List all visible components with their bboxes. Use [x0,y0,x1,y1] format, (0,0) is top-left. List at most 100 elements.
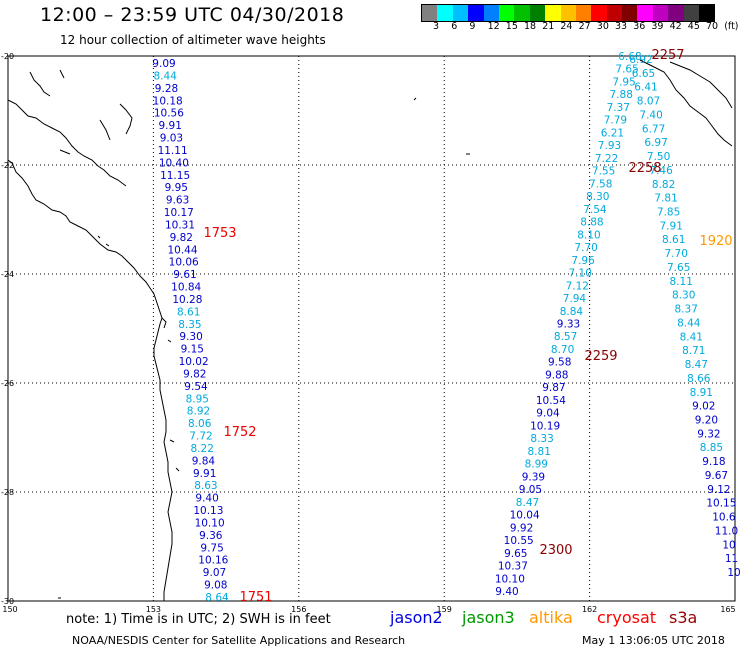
credit-line: NOAA/NESDIS Center for Satellite Applica… [72,634,406,647]
cape-york-coast [7,99,127,187]
color-scale-tick: 39 [651,21,664,32]
australia-coastline [7,159,173,601]
track-c-value: 9.02 [692,401,715,413]
track-b-value: 7.37 [607,102,630,114]
pass-time-label: 1920 [699,234,732,249]
legend-item-altika: altika [529,608,573,627]
track-c-value: 7.70 [665,248,688,260]
track-a-value: 10.31 [165,219,195,231]
track-c-value: 10 [722,539,735,551]
color-swatch [683,5,700,21]
track-b-value: 10.10 [495,573,525,585]
legend-item-cryosat: cryosat [597,608,657,627]
track-b-value: 9.92 [510,522,533,534]
track-a-value: 8.92 [187,406,210,418]
track-a-value: 10.13 [193,505,223,517]
track-b-value: 8.10 [577,229,600,241]
track-a-value: 9.82 [170,232,193,244]
color-scale-tick: (ft) [724,21,739,32]
track-c-value: 8.82 [652,179,675,191]
color-scale-tick: 70 [706,21,719,32]
generated-datestamp: May 1 13:06:05 UTC 2018 [582,634,725,647]
pass-time-label: 2257 [651,48,684,63]
track-b-value: 9.05 [519,484,542,496]
track-c-value: 7.91 [660,220,683,232]
track-a-value: 11.11 [158,145,188,157]
coastline-detail [29,69,133,155]
color-scale-tick: 6 [451,21,458,32]
track-a-value: 9.84 [192,455,216,467]
track-b-value: 9.40 [495,586,518,598]
page-title: 12:00 – 23:59 UTC 04/30/2018 [40,4,345,26]
track-b-value: 7.95 [612,77,635,89]
color-swatch [437,5,453,21]
track-a-value: 9.91 [159,120,182,132]
track-b-value: 7.65 [615,64,638,76]
track-b-value: 7.96 [571,255,595,267]
track-b-value: 6.21 [601,127,624,139]
lon-tick-label: 150 [2,605,17,614]
track-a-value: 8.22 [191,443,214,455]
vanuatu-coastline [639,59,733,147]
lat-tick-label: -26 [1,379,14,388]
color-swatch [514,5,530,21]
track-b-value: 8.47 [516,497,539,509]
color-swatch [452,5,469,21]
track-b-value: 7.88 [610,89,633,101]
track-a-value: 10.18 [153,95,183,107]
track-a-value: 10.10 [195,518,225,530]
track-b-value: 8.84 [560,306,584,318]
legend-item-jason2: jason2 [390,608,443,627]
track-b-value: 6.68 [618,51,641,63]
track-c-value: 9.20 [695,415,718,427]
track-a-value: 8.06 [188,418,212,430]
track-a-value: 9.36 [199,530,223,542]
reef-islands [58,97,470,599]
track-a-value: 9.61 [173,269,196,281]
track-b-value: 10.37 [498,561,528,573]
track-a-value: 8.95 [186,393,209,405]
track-b-value: 7.79 [604,115,627,127]
color-swatch [652,5,669,21]
track-b-value: 8.81 [528,446,551,458]
track-c-value: 9.12 [707,484,730,496]
color-scale-tick: 24 [560,21,573,32]
color-swatch [622,5,638,21]
track-b-value: 10.19 [530,420,560,432]
track-c-value: 6.65 [632,68,655,80]
lon-tick-label: 153 [146,605,161,614]
pass-time-labels: 1753 1752 1751 2257 2258 2259 2300 1920 [203,48,732,605]
map-frame [7,55,736,602]
lon-tick-label: 159 [437,605,452,614]
track-b-value: 7.55 [592,166,615,178]
track-c-value: 8.37 [675,304,698,316]
color-scale-tick: 33 [615,21,628,32]
lon-tick-label: 165 [720,605,735,614]
track-a-value: 9.08 [204,580,227,592]
track-b-value: 8.57 [554,331,577,343]
legend-item-jason3: jason3 [462,608,515,627]
track-b-value: 7.94 [563,293,587,305]
color-swatch [529,5,546,21]
color-scale-tick: 3 [433,21,440,32]
track-c-value: 8.41 [680,331,703,343]
track-b-value: 8.88 [580,217,603,229]
color-scale-tick: 12 [487,21,500,32]
track-c-value: 8.66 [687,373,711,385]
track-c-value: 10.15 [706,498,736,510]
color-scale-labels: 3 6 9 12 15 18 21 24 27 30 33 36 39 42 45 70 (ft) [421,21,740,35]
track-c-value: 6.92 [629,54,652,66]
track-c-value: 10.6 [712,512,736,524]
color-swatch [483,5,499,21]
track-a-value: 10.84 [171,282,201,294]
track-b-value: 9.04 [536,408,560,420]
track-c-value: 8.11 [670,276,693,288]
color-swatch [545,5,561,21]
track-c-value: 7.40 [639,110,662,122]
lat-tick-label: -20 [1,52,14,61]
lat-tick-label: -22 [1,161,14,170]
track-a-value: 10.28 [172,294,202,306]
track-b-value: 7.12 [566,280,589,292]
track-a-value: 8.61 [177,306,200,318]
